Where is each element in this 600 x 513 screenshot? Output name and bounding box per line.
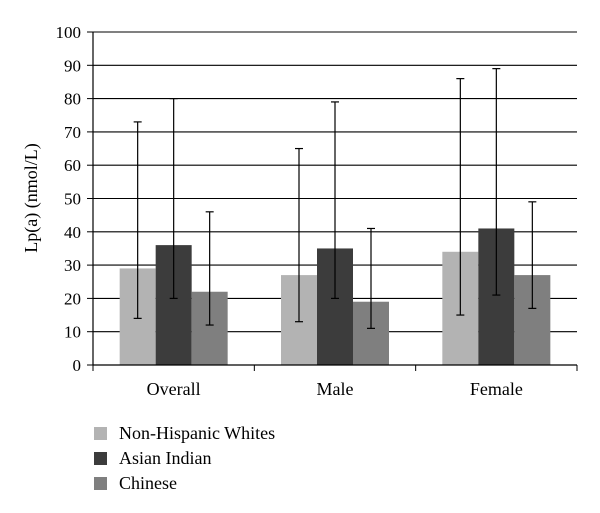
y-tick-label: 20 bbox=[64, 289, 81, 308]
legend-label: Asian Indian bbox=[119, 448, 212, 468]
error-bars bbox=[133, 68, 537, 329]
x-category-label: Male bbox=[317, 379, 354, 399]
legend: Non-Hispanic Whites Asian Indian Chinese bbox=[94, 421, 275, 496]
y-axis-label: Lp(a) (nmol/L) bbox=[21, 143, 42, 252]
y-tick-labels: 0 10 20 30 40 50 60 70 80 90 100 bbox=[56, 23, 93, 375]
y-tick-label: 60 bbox=[64, 156, 81, 175]
bar-chart: 0 10 20 30 40 50 60 70 80 90 100 Overall Male Female… bbox=[21, 23, 578, 399]
y-tick-label: 100 bbox=[56, 23, 82, 42]
legend-item: Asian Indian bbox=[94, 446, 275, 471]
y-tick-label: 10 bbox=[64, 323, 81, 342]
x-category-labels: Overall Male Female bbox=[147, 379, 523, 399]
legend-swatch bbox=[94, 477, 107, 490]
legend-label: Chinese bbox=[119, 473, 177, 493]
legend-item: Chinese bbox=[94, 471, 275, 496]
x-category-label: Female bbox=[470, 379, 523, 399]
legend-swatch bbox=[94, 452, 107, 465]
y-tick-label: 40 bbox=[64, 223, 81, 242]
legend-swatch bbox=[94, 427, 107, 440]
x-category-label: Overall bbox=[147, 379, 201, 399]
y-tick-label: 80 bbox=[64, 90, 81, 109]
y-tick-label: 30 bbox=[64, 256, 81, 275]
y-tick-label: 50 bbox=[64, 190, 81, 209]
legend-label: Non-Hispanic Whites bbox=[119, 423, 276, 443]
y-tick-label: 0 bbox=[73, 356, 82, 375]
legend-item: Non-Hispanic Whites bbox=[94, 421, 275, 446]
y-tick-label: 70 bbox=[64, 123, 81, 142]
y-tick-label: 90 bbox=[64, 56, 81, 75]
